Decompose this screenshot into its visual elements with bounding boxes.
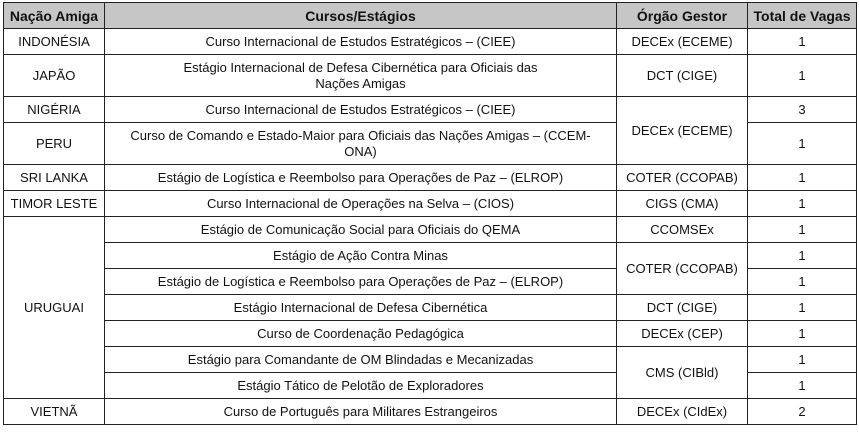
organ-cell: DECEx (ECEME) [616,28,748,55]
header-cursos: Cursos/Estágios [104,2,617,29]
vagas-cell: 1 [747,28,857,55]
course-cell: Estágio de Comunicação Social para Ofici… [104,216,617,243]
header-orgao: Órgão Gestor [616,2,748,29]
nation-cell: PERU [3,122,105,165]
nation-cell: NIGÉRIA [3,96,105,123]
organ-cell: DCT (CIGE) [616,54,748,97]
vagas-cell: 3 [747,96,857,123]
header-row: Nação Amiga Cursos/Estágios Órgão Gestor… [3,2,857,29]
organ-cell: DECEx (CIdEx) [616,398,748,425]
course-cell: Estágio de Logística e Reembolso para Op… [104,164,617,191]
course-cell: Estágio Tático de Pelotão de Exploradore… [104,372,617,399]
organ-cell: CIGS (CMA) [616,190,748,217]
course-cell: Estágio de Ação Contra Minas [104,242,617,269]
vagas-cell: 2 [747,398,857,425]
vagas-cell: 1 [747,122,857,165]
course-cell: Estágio Internacional de Defesa Cibernét… [104,294,617,321]
table-row: Estágio de Logística e Reembolso para Op… [4,268,857,295]
table-row: SRI LANKA Estágio de Logística e Reembol… [3,164,857,191]
course-cell: Curso Internacional de Operações na Selv… [104,190,617,217]
table-row: Estágio Internacional de Defesa Cibernét… [4,294,857,321]
nation-cell: INDONÉSIA [3,28,105,55]
nation-cell: TIMOR LESTE [3,190,105,217]
nation-cell: URUGUAI [3,216,105,399]
vagas-cell: 1 [747,54,857,97]
nation-cell: SRI LANKA [3,164,105,191]
vagas-cell: 1 [747,190,857,217]
course-cell: Estágio de Logística e Reembolso para Op… [104,268,617,295]
organ-cell: DECEx (ECEME) [616,96,748,165]
course-cell: Estágio para Comandante de OM Blindadas … [104,346,617,373]
vagas-cell: 1 [747,242,857,269]
vagas-table: Nação Amiga Cursos/Estágios Órgão Gestor… [3,2,857,425]
vagas-cell: 1 [747,372,857,399]
organ-cell: COTER (CCOPAB) [616,242,748,295]
organ-cell: CMS (CIBld) [616,346,748,399]
table-row: VIETNÃ Curso de Português para Militares… [3,398,857,425]
vagas-cell: 1 [747,268,857,295]
vagas-cell: 1 [747,216,857,243]
course-cell: Curso Internacional de Estudos Estratégi… [104,96,617,123]
table-row: INDONÉSIA Curso Internacional de Estudos… [3,28,857,55]
table-row: Estágio de Ação Contra Minas COTER (CCOP… [4,242,857,295]
table-row: TIMOR LESTE Curso Internacional de Opera… [3,190,857,217]
table-row: Estágio Tático de Pelotão de Exploradore… [4,372,857,399]
vagas-cell: 1 [747,346,857,373]
course-cell: Curso de Português para Militares Estran… [104,398,617,425]
organ-cell: DCT (CIGE) [616,294,748,321]
organ-cell: CCOMSEx [616,216,748,243]
header-vagas: Total de Vagas [747,2,857,29]
vagas-cell: 1 [747,294,857,321]
table-row: Estágio para Comandante de OM Blindadas … [4,346,857,399]
course-cell: Curso de Coordenação Pedagógica [104,320,617,347]
vagas-cell: 1 [747,320,857,347]
organ-cell: DECEx (CEP) [616,320,748,347]
course-cell: Estágio Internacional de Defesa Cibernét… [104,54,617,97]
table-row: JAPÃO Estágio Internacional de Defesa Ci… [3,54,857,97]
nation-cell: VIETNÃ [3,398,105,425]
table-row: URUGUAI Estágio de Comunicação Social pa… [3,216,857,399]
nation-cell: JAPÃO [3,54,105,97]
organ-cell: COTER (CCOPAB) [616,164,748,191]
vagas-cell: 1 [747,164,857,191]
table-row: Curso de Coordenação Pedagógica DECEx (C… [4,320,857,347]
course-cell: Curso Internacional de Estudos Estratégi… [104,28,617,55]
table-row: NIGÉRIA Curso Internacional de Estudos E… [3,96,857,165]
table-row: PERU Curso de Comando e Estado-Maior par… [3,122,857,165]
course-cell: Curso de Comando e Estado-Maior para Ofi… [104,122,617,165]
header-nacao: Nação Amiga [3,2,105,29]
